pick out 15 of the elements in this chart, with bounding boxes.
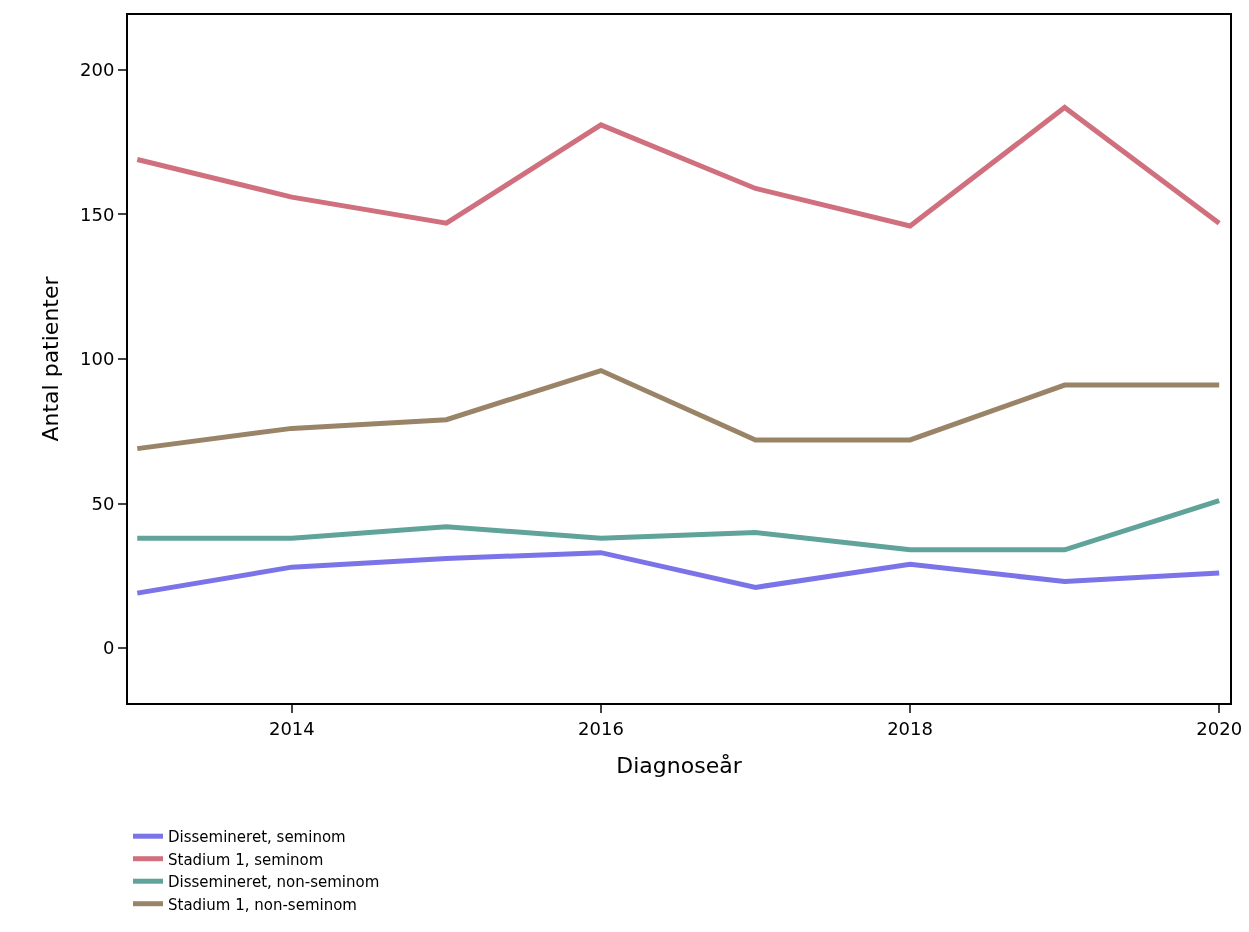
x-tick-label: 2014 <box>268 717 315 739</box>
legend-label: Dissemineret, non-seminom <box>168 873 380 892</box>
legend-label: Dissemineret, seminom <box>168 828 346 847</box>
x-tick-label: 2016 <box>578 717 624 739</box>
x-axis-title: Diagnoseår <box>616 753 743 778</box>
y-tick-label: 100 <box>80 348 115 370</box>
legend-label: Stadium 1, non-seminom <box>168 895 357 914</box>
y-tick-label: 200 <box>80 59 115 81</box>
y-tick-label: 50 <box>91 492 115 514</box>
y-tick-label: 0 <box>102 637 115 659</box>
y-axis-title: Antal patienter <box>38 275 64 442</box>
x-tick-label: 2018 <box>887 717 933 739</box>
x-tick-label: 2020 <box>1196 717 1243 739</box>
y-tick-label: 150 <box>80 203 115 225</box>
legend-label: Stadium 1, seminom <box>168 850 324 869</box>
